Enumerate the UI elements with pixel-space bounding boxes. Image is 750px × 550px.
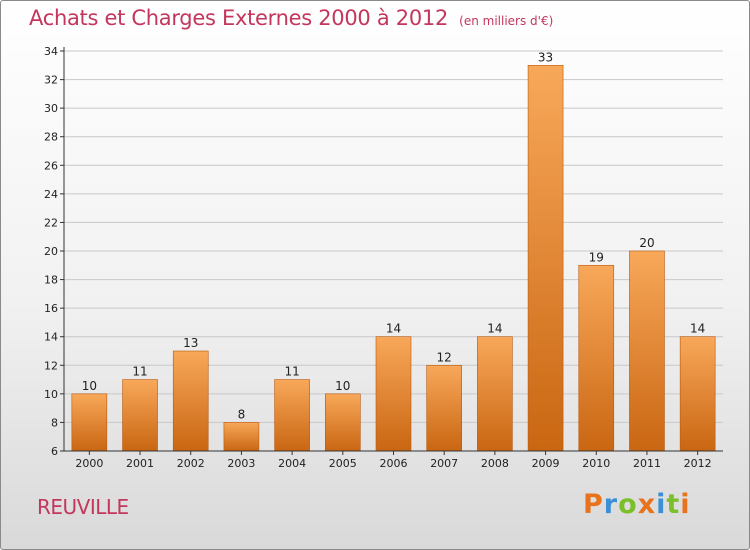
y-tick-label: 12 (44, 359, 58, 372)
value-label: 8 (238, 407, 246, 421)
bar (477, 336, 513, 452)
x-tick-label: 2000 (75, 457, 103, 470)
y-tick-label: 34 (44, 45, 58, 58)
value-label: 19 (589, 250, 604, 264)
y-tick-label: 28 (44, 131, 58, 144)
x-tick-label: 2010 (582, 457, 610, 470)
value-label: 20 (639, 236, 654, 250)
brand-letter: i (656, 489, 667, 520)
y-tick-label: 8 (51, 416, 58, 429)
labels: 6 8 10 12 14 16 18 20 22 24 26 28 30 32 34 10 2000 11 2001… (44, 45, 712, 470)
bar (578, 264, 615, 452)
brand-logo: Proxiti (583, 489, 691, 520)
brand-letter: i (680, 489, 691, 520)
location-label: REUVILLE (37, 495, 129, 519)
bar (172, 350, 209, 452)
brand-letter: P (583, 489, 604, 520)
value-label: 13 (183, 336, 198, 350)
bar (274, 379, 310, 452)
bar (223, 422, 260, 452)
y-tick-label: 20 (44, 245, 58, 258)
bar (629, 250, 665, 452)
brand-letter: o (618, 489, 638, 520)
title-row: Achats et Charges Externes 2000 à 2012 (… (29, 6, 553, 30)
chart-title: Achats et Charges Externes 2000 à 2012 (29, 6, 449, 30)
x-tick-label: 2002 (177, 457, 205, 470)
x-tick-label: 2004 (278, 457, 306, 470)
y-tick-label: 22 (44, 216, 58, 229)
bar (71, 393, 108, 452)
value-label: 11 (284, 365, 299, 379)
y-tick-label: 18 (44, 274, 58, 287)
x-tick-label: 2001 (126, 457, 154, 470)
chart-unit: (en milliers d'€) (459, 14, 554, 28)
y-tick-label: 24 (44, 188, 58, 201)
bar (375, 336, 412, 452)
value-label: 11 (132, 365, 147, 379)
y-tick-label: 16 (44, 302, 58, 315)
x-tick-label: 2012 (684, 457, 712, 470)
x-tick-label: 2008 (481, 457, 509, 470)
x-tick-label: 2011 (633, 457, 661, 470)
value-label: 14 (386, 322, 401, 336)
brand-letter: r (603, 489, 619, 520)
bar (426, 364, 462, 452)
axes (60, 47, 723, 455)
value-label: 14 (690, 322, 705, 336)
x-tick-label: 2009 (532, 457, 560, 470)
y-tick-label: 32 (44, 74, 58, 87)
x-tick-label: 2007 (430, 457, 458, 470)
y-tick-label: 26 (44, 159, 58, 172)
x-tick-label: 2003 (227, 457, 255, 470)
y-tick-label: 6 (51, 445, 58, 458)
brand-letter: t (666, 489, 681, 520)
bar (122, 379, 158, 452)
bar (325, 393, 361, 452)
x-tick-label: 2005 (329, 457, 357, 470)
y-tick-label: 10 (44, 388, 58, 401)
y-tick-label: 30 (44, 102, 58, 115)
y-tick-label: 14 (44, 331, 58, 344)
value-label: 33 (538, 50, 553, 64)
value-label: 10 (335, 379, 350, 393)
brand-letter: x (637, 489, 657, 520)
value-label: 12 (437, 350, 452, 364)
bar (527, 64, 564, 452)
bars (71, 64, 716, 452)
value-label: 10 (82, 379, 97, 393)
bar (679, 336, 716, 452)
x-tick-label: 2006 (380, 457, 408, 470)
value-label: 14 (487, 322, 502, 336)
